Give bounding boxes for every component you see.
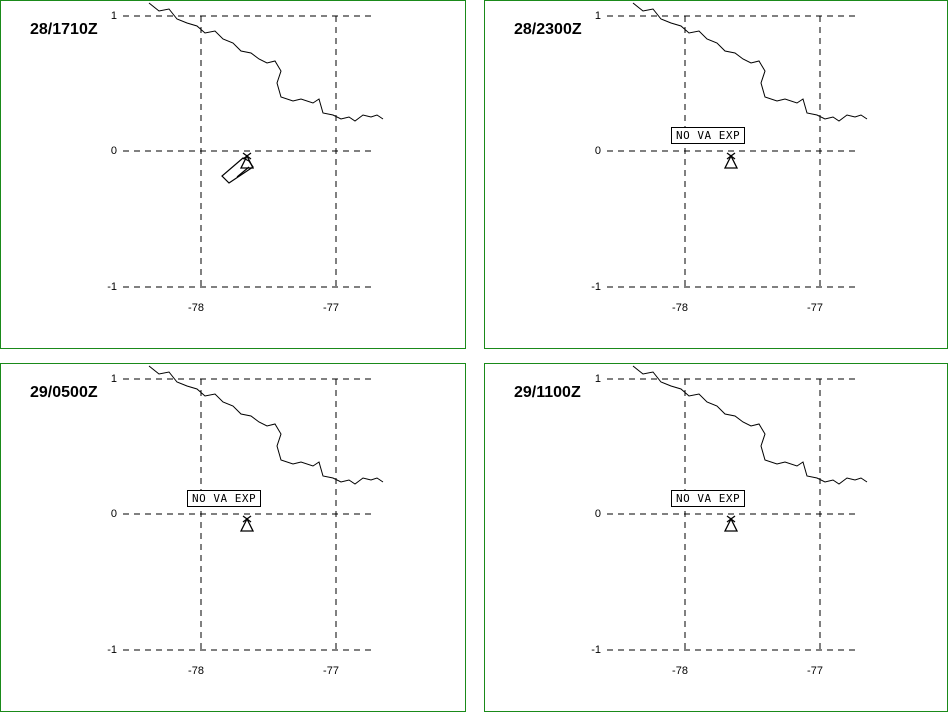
map-canvas xyxy=(123,2,384,288)
volcano-triangle-icon xyxy=(723,515,739,532)
x-label-neg77: -77 xyxy=(323,665,339,677)
y-label-1: 1 xyxy=(594,373,601,385)
advisory-box: NO VA EXP xyxy=(671,127,746,144)
y-label-0: 0 xyxy=(594,508,601,520)
plume-polygon xyxy=(221,157,254,184)
y-label-neg1: -1 xyxy=(107,644,117,656)
y-label-0: 0 xyxy=(594,145,601,157)
x-label-neg77: -77 xyxy=(807,302,823,314)
grid-lines xyxy=(607,15,857,288)
coastline xyxy=(148,2,384,122)
y-label-0: 0 xyxy=(110,508,117,520)
grid-lines xyxy=(123,378,373,651)
time-label: 28/2300Z xyxy=(514,21,582,38)
map-canvas xyxy=(607,2,868,288)
x-label-neg78: -78 xyxy=(188,302,204,314)
map-canvas xyxy=(607,365,868,651)
time-label: 28/1710Z xyxy=(30,21,98,38)
time-label: 29/0500Z xyxy=(30,384,98,401)
y-label-neg1: -1 xyxy=(591,644,601,656)
advisory-box: NO VA EXP xyxy=(671,490,746,507)
y-label-0: 0 xyxy=(110,145,117,157)
y-label-1: 1 xyxy=(594,10,601,22)
grid-lines xyxy=(607,378,857,651)
y-label-1: 1 xyxy=(110,10,117,22)
y-label-neg1: -1 xyxy=(591,281,601,293)
coastline xyxy=(632,2,868,122)
y-label-neg1: -1 xyxy=(107,281,117,293)
x-label-neg78: -78 xyxy=(672,302,688,314)
grid-lines xyxy=(123,15,373,288)
advisory-box: NO VA EXP xyxy=(187,490,262,507)
x-label-neg78: -78 xyxy=(188,665,204,677)
coastline xyxy=(148,365,384,485)
x-label-neg77: -77 xyxy=(323,302,339,314)
x-label-neg78: -78 xyxy=(672,665,688,677)
coastline xyxy=(632,365,868,485)
y-label-1: 1 xyxy=(110,373,117,385)
volcano-triangle-icon xyxy=(723,152,739,169)
forecast-panel-3: NO VA EXP 29/0500Z 1 0 -1 -78 -77 xyxy=(0,363,466,712)
forecast-panel-2: NO VA EXP 28/2300Z 1 0 -1 -78 -77 xyxy=(484,0,948,349)
forecast-panel-4: NO VA EXP 29/1100Z 1 0 -1 -78 -77 xyxy=(484,363,948,712)
forecast-panel-1: 28/1710Z 1 0 -1 -78 -77 xyxy=(0,0,466,349)
volcano-triangle-icon xyxy=(239,515,255,532)
map-canvas xyxy=(123,365,384,651)
time-label: 29/1100Z xyxy=(514,384,581,401)
volcano-triangle-icon xyxy=(239,152,255,169)
x-label-neg77: -77 xyxy=(807,665,823,677)
